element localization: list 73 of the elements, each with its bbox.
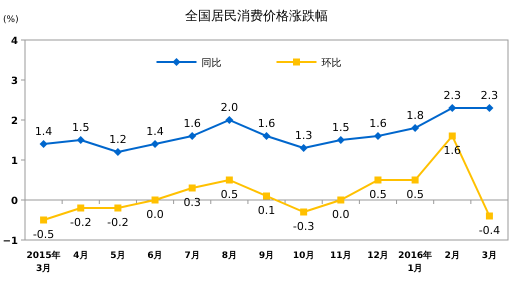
point [151,140,160,148]
point [76,136,85,144]
point [374,132,382,140]
point [412,176,419,184]
point [188,184,196,192]
y-tick-label: −1 [2,236,18,247]
data-label: 0.0 [332,208,350,221]
data-label: 2.0 [220,101,238,114]
x-tick-label: 4月 [73,250,88,261]
data-label: 1.6 [369,117,387,130]
x-tick-label: 10月 [292,250,314,261]
data-label: 1.5 [332,121,350,134]
point [337,196,344,204]
y-tick-label: 3 [11,76,18,87]
data-label: 1.8 [406,109,424,122]
x-tick-label: 2015年 3月 [26,250,61,274]
x-tick-label: 12月 [367,250,389,261]
x-tick-label: 8月 [222,250,237,261]
x-tick-label: 9月 [258,250,274,261]
data-label: 1.3 [294,129,312,142]
data-label: 2.3 [480,89,498,102]
data-label: -0.3 [292,220,314,233]
data-label: 1.4 [146,125,164,138]
data-label: 0.5 [369,188,387,201]
point [448,132,456,140]
data-label: 0.1 [258,204,276,217]
x-tick-label: 3月 [482,250,498,261]
point [262,132,270,140]
data-label: 0.3 [183,196,201,209]
data-label: 0.0 [146,208,164,221]
data-label: 1.4 [34,125,52,138]
y-tick-label: 1 [11,156,18,167]
point [40,140,48,148]
data-label: 1.2 [109,133,127,146]
x-tick-label: 2月 [444,250,460,261]
chart-title: 全国居民消费价格涨跌幅 [185,9,328,24]
point [114,148,122,156]
point [486,212,493,220]
point [336,136,345,144]
y-axis-title: (%) [3,15,19,25]
point [374,176,382,184]
x-tick-label: 5月 [110,250,126,261]
point [263,192,270,200]
point [114,204,122,212]
legend-label: 同比 [202,57,222,69]
data-label: 1.6 [258,117,276,130]
y-tick-label: 4 [11,36,18,47]
point [300,208,308,216]
data-label: 0.5 [406,188,424,201]
x-tick-label: 6月 [147,250,163,261]
data-label: -0.2 [70,216,92,229]
point [448,104,456,112]
point [77,204,84,212]
point [152,196,159,204]
point [188,132,196,140]
data-label: -0.2 [107,216,129,229]
data-label: 1.6 [183,117,201,130]
data-label: 2.3 [444,89,462,102]
y-tick-label: 2 [11,116,18,127]
data-label: -0.5 [32,228,54,241]
data-label: -0.4 [478,224,500,237]
legend-label: 环比 [322,57,342,69]
point [40,216,48,224]
point [226,176,233,184]
point [300,144,308,152]
x-tick-label: 2016年 1月 [398,250,432,274]
x-tick-label: 11月 [330,250,352,261]
data-label: 1.5 [72,121,90,134]
point [225,116,234,124]
data-label: 0.5 [220,188,238,201]
point [411,124,420,132]
x-tick-label: 7月 [184,250,200,261]
y-tick-label: 0 [11,196,18,207]
